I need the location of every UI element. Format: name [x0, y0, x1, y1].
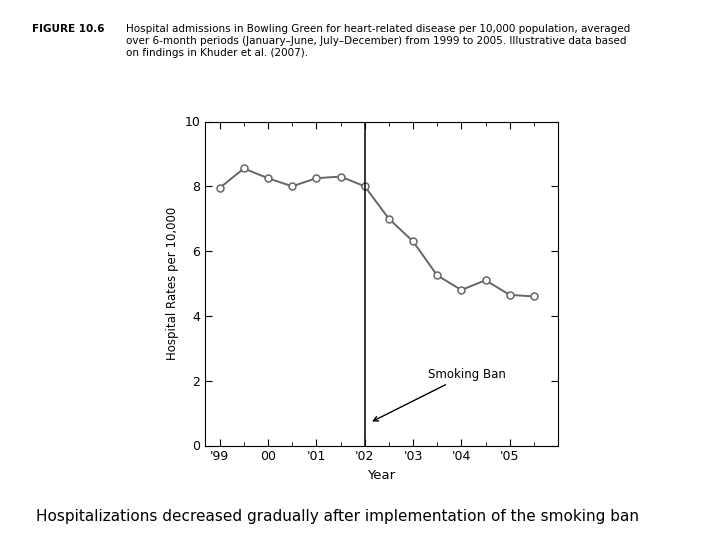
X-axis label: Year: Year [367, 469, 396, 482]
Text: Hospital admissions in Bowling Green for heart-related disease per 10,000 popula: Hospital admissions in Bowling Green for… [126, 24, 630, 57]
Y-axis label: Hospital Rates per 10,000: Hospital Rates per 10,000 [166, 207, 179, 360]
Text: FIGURE 10.6: FIGURE 10.6 [32, 24, 105, 35]
Text: Smoking Ban: Smoking Ban [374, 368, 505, 421]
Text: Hospitalizations decreased gradually after implementation of the smoking ban: Hospitalizations decreased gradually aft… [36, 509, 639, 524]
